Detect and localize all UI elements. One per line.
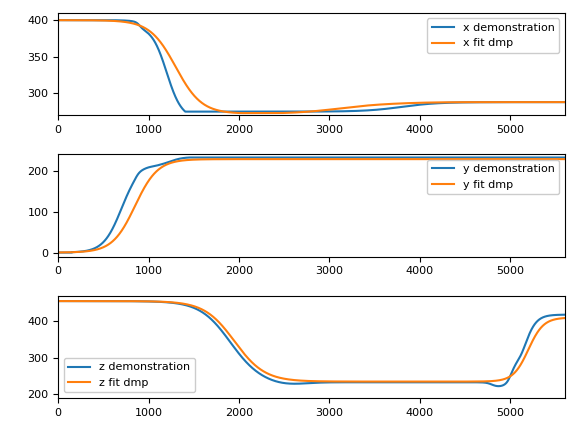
y demonstration <box>55 250 62 255</box>
y demonstration <box>209 155 216 160</box>
x demonstration <box>271 109 278 114</box>
z fit dmp <box>551 317 558 322</box>
z demonstration <box>55 298 62 303</box>
Line: z demonstration: z demonstration <box>58 301 565 386</box>
z fit dmp <box>271 374 278 379</box>
x demonstration <box>182 109 189 114</box>
Legend: z demonstration, z fit dmp: z demonstration, z fit dmp <box>64 358 195 392</box>
z fit dmp <box>249 360 256 365</box>
x demonstration <box>496 100 503 105</box>
Legend: y demonstration, y fit dmp: y demonstration, y fit dmp <box>427 160 559 194</box>
y fit dmp <box>551 157 558 162</box>
z fit dmp <box>425 379 432 384</box>
y fit dmp <box>143 182 150 187</box>
y demonstration <box>551 155 558 160</box>
z fit dmp <box>561 315 568 321</box>
z demonstration <box>271 378 278 383</box>
z demonstration <box>561 312 568 317</box>
z fit dmp <box>55 298 62 303</box>
x fit dmp <box>496 100 503 105</box>
y demonstration <box>271 155 278 160</box>
x demonstration <box>249 109 256 114</box>
y fit dmp <box>55 250 62 255</box>
x demonstration <box>143 29 150 34</box>
Line: x fit dmp: x fit dmp <box>58 20 565 113</box>
x demonstration <box>561 100 568 105</box>
Line: y demonstration: y demonstration <box>58 158 565 253</box>
y demonstration <box>112 219 119 224</box>
z fit dmp <box>112 299 119 304</box>
x fit dmp <box>271 110 278 116</box>
y demonstration <box>496 155 503 160</box>
y fit dmp <box>112 235 119 241</box>
Line: z fit dmp: z fit dmp <box>58 301 565 382</box>
y fit dmp <box>547 157 554 162</box>
z demonstration <box>112 299 119 304</box>
z fit dmp <box>143 299 150 304</box>
y fit dmp <box>271 157 278 162</box>
Line: y fit dmp: y fit dmp <box>58 159 565 253</box>
x fit dmp <box>112 18 119 24</box>
z demonstration <box>143 299 150 304</box>
z fit dmp <box>496 377 503 383</box>
z demonstration <box>495 383 502 389</box>
x fit dmp <box>551 100 558 105</box>
x fit dmp <box>249 110 256 116</box>
y demonstration <box>249 155 256 160</box>
x fit dmp <box>237 110 244 116</box>
x fit dmp <box>143 26 150 31</box>
x demonstration <box>55 18 62 23</box>
y fit dmp <box>561 157 568 162</box>
x fit dmp <box>561 100 568 105</box>
x demonstration <box>551 100 558 105</box>
z demonstration <box>496 383 503 389</box>
x demonstration <box>112 18 119 23</box>
y demonstration <box>143 166 150 171</box>
Line: x demonstration: x demonstration <box>58 20 565 112</box>
y fit dmp <box>496 157 503 162</box>
y fit dmp <box>249 157 256 162</box>
y demonstration <box>561 155 568 160</box>
z demonstration <box>551 312 558 318</box>
z demonstration <box>249 366 256 371</box>
Legend: x demonstration, x fit dmp: x demonstration, x fit dmp <box>427 18 559 53</box>
x fit dmp <box>55 18 62 23</box>
